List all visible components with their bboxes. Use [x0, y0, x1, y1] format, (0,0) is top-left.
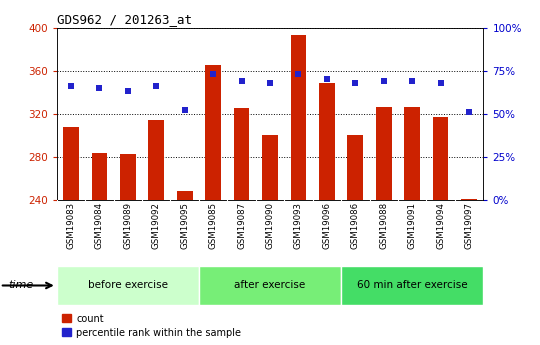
Text: GSM19088: GSM19088 [379, 202, 388, 249]
Text: GSM19086: GSM19086 [351, 202, 360, 249]
Text: GSM19087: GSM19087 [237, 202, 246, 249]
Point [266, 80, 274, 86]
Text: 60 min after exercise: 60 min after exercise [357, 280, 468, 290]
Point [436, 80, 445, 86]
Text: GSM19097: GSM19097 [464, 202, 474, 249]
Point [152, 83, 160, 89]
Bar [461, 199, 477, 200]
Point [95, 85, 104, 91]
Bar [348, 136, 363, 200]
Point [380, 78, 388, 84]
Text: before exercise: before exercise [88, 280, 168, 290]
Point [237, 78, 246, 84]
Bar [63, 127, 79, 200]
Bar [433, 117, 448, 200]
Bar [92, 152, 107, 200]
Text: GSM19092: GSM19092 [152, 202, 161, 249]
Text: GSM19096: GSM19096 [322, 202, 332, 249]
Text: GDS962 / 201263_at: GDS962 / 201263_at [57, 13, 192, 27]
Point [465, 109, 474, 115]
Point [408, 78, 416, 84]
Bar [291, 35, 306, 200]
Text: GSM19090: GSM19090 [266, 202, 274, 249]
Bar [404, 107, 420, 200]
Bar [262, 136, 278, 200]
FancyBboxPatch shape [199, 266, 341, 305]
Point [351, 80, 360, 86]
Text: GSM19095: GSM19095 [180, 202, 189, 249]
Bar [205, 65, 221, 200]
Bar [234, 108, 249, 200]
Text: GSM19089: GSM19089 [123, 202, 132, 249]
Bar [148, 120, 164, 200]
Legend: count, percentile rank within the sample: count, percentile rank within the sample [62, 314, 241, 337]
Text: GSM19091: GSM19091 [408, 202, 417, 249]
Text: GSM19093: GSM19093 [294, 202, 303, 249]
Point [322, 77, 331, 82]
Text: GSM19084: GSM19084 [95, 202, 104, 249]
Text: time: time [8, 280, 33, 290]
Text: GSM19085: GSM19085 [208, 202, 218, 249]
Bar [319, 82, 335, 200]
Text: GSM19094: GSM19094 [436, 202, 445, 249]
Text: after exercise: after exercise [234, 280, 306, 290]
Bar [376, 107, 392, 200]
Bar [177, 191, 192, 200]
FancyBboxPatch shape [57, 266, 199, 305]
Point [180, 108, 189, 113]
Bar [120, 154, 136, 200]
Text: GSM19083: GSM19083 [66, 202, 76, 249]
Point [124, 89, 132, 94]
Point [66, 83, 75, 89]
FancyBboxPatch shape [341, 266, 483, 305]
Point [294, 71, 303, 77]
Point [209, 71, 218, 77]
